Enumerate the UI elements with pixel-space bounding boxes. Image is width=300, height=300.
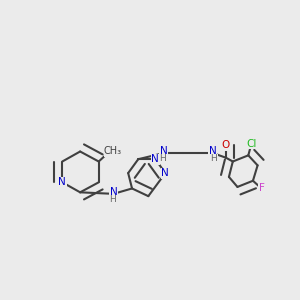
Text: CH₃: CH₃ xyxy=(104,146,122,157)
Text: N: N xyxy=(110,187,117,196)
Text: N: N xyxy=(152,154,159,164)
Text: O: O xyxy=(222,140,230,150)
Text: N: N xyxy=(161,168,169,178)
Text: N: N xyxy=(58,177,66,187)
Text: H: H xyxy=(159,154,166,163)
Text: N: N xyxy=(160,146,168,156)
Text: H: H xyxy=(210,154,217,163)
Text: F: F xyxy=(259,184,264,194)
Text: N: N xyxy=(209,146,217,156)
Text: H: H xyxy=(109,195,116,204)
Text: Cl: Cl xyxy=(246,139,256,149)
